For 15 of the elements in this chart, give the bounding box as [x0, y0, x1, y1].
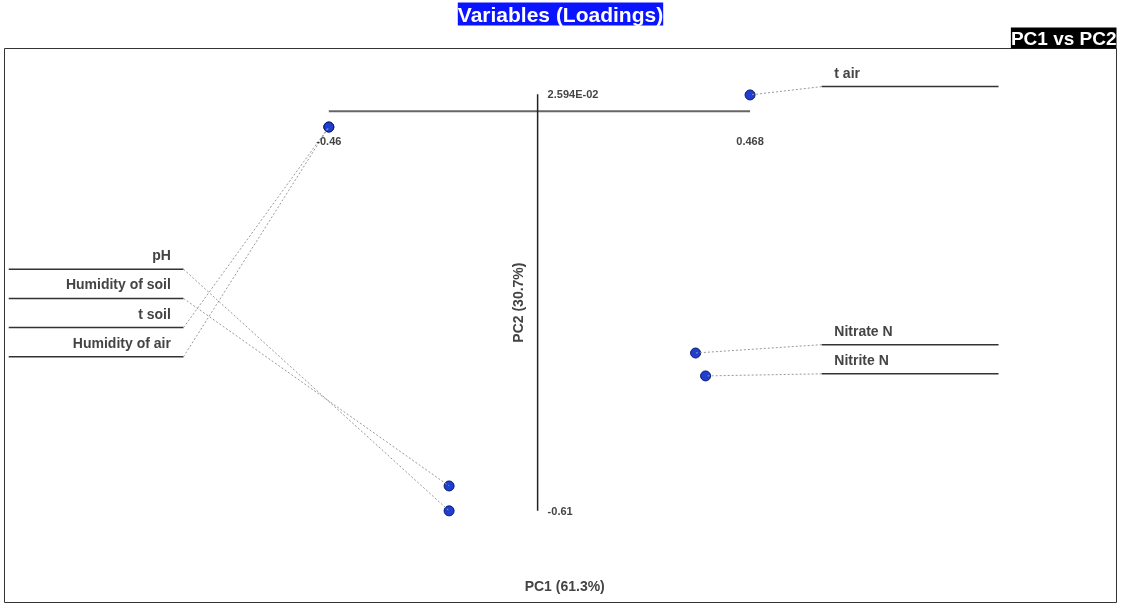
text: PC1 vs PC2 — [1010, 27, 1117, 49]
annotation: pH — [152, 247, 171, 264]
annotation: Nitrate N — [834, 322, 893, 339]
annotation: t air — [834, 64, 861, 81]
y-tick-label: 2.594E-02 — [547, 88, 599, 101]
annotation: Nitrite N — [834, 351, 889, 368]
chart-title: Variables (Loadings) — [457, 2, 664, 26]
x-tick-label: -0.46 — [316, 135, 342, 148]
annotation: Humidity of air — [72, 334, 172, 351]
y-tick-label: -0.61 — [547, 504, 573, 517]
x-tick-label: 0.468 — [736, 135, 764, 148]
annotation: Humidity of soil — [65, 276, 171, 293]
annotation: t soil — [138, 305, 171, 322]
x-axis-title: PC1 (61.3%) — [524, 578, 605, 595]
y-axis-title: PC2 (30.7%) — [509, 262, 526, 343]
